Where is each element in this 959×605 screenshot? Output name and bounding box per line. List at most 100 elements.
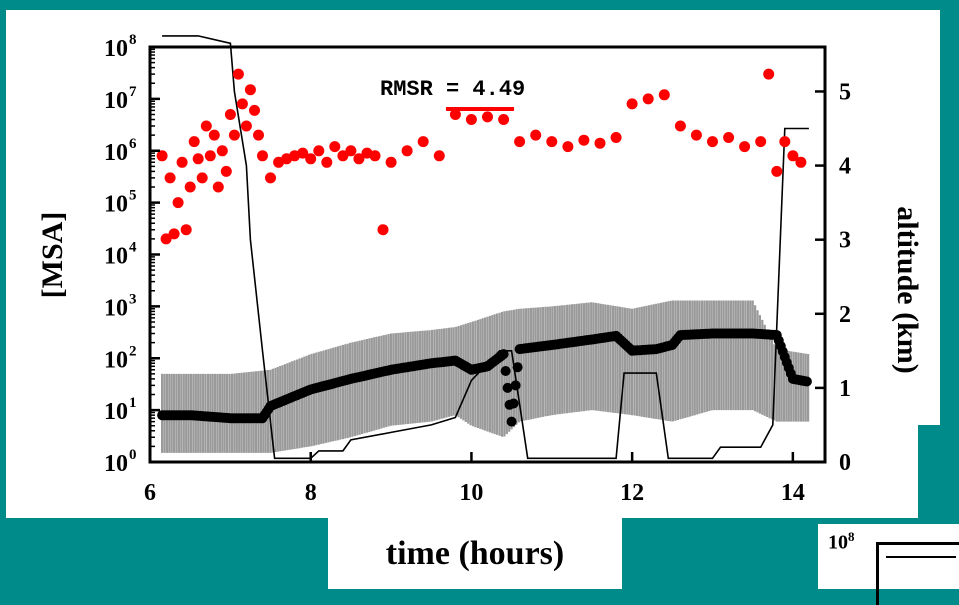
modeled-msa-point <box>801 376 812 387</box>
observed-msa-point <box>353 153 365 165</box>
inset-y-tick-exp: 8 <box>848 529 855 544</box>
observed-msa-point <box>216 145 228 157</box>
observed-msa-point <box>265 172 276 184</box>
y-left-tick-label: 10 <box>104 192 128 218</box>
observed-msa-point <box>514 136 526 148</box>
observed-msa-point <box>212 181 224 193</box>
observed-msa-point <box>176 156 188 168</box>
y-right-tick-label: 3 <box>839 228 851 254</box>
inset-chart-fragment: 108 <box>818 524 959 605</box>
observed-msa-point <box>707 136 718 148</box>
observed-msa-point <box>196 172 208 184</box>
observed-msa-point <box>626 98 638 110</box>
y-left-tick-exponent: 6 <box>129 136 137 152</box>
modeled-msa-point <box>498 349 509 360</box>
x-axis-label-box: time (hours) <box>328 518 622 589</box>
observed-msa-point <box>305 153 317 165</box>
inset-altitude-line <box>886 556 956 558</box>
observed-msa-point <box>172 197 184 209</box>
observed-msa-point <box>530 129 542 141</box>
y-right-tick-label: 2 <box>839 302 851 328</box>
x-tick-label: 12 <box>620 480 644 506</box>
y-left-tick-exponent: 2 <box>129 343 137 359</box>
observed-msa-point <box>204 150 216 162</box>
y-right-tick-label: 0 <box>839 450 851 476</box>
observed-msa-point <box>417 136 429 148</box>
y-left-tick-exponent: 7 <box>129 84 137 100</box>
y-left-tick-label: 10 <box>104 399 128 425</box>
y-right-tick-label: 1 <box>839 376 851 402</box>
y-left-tick-label: 10 <box>104 36 128 62</box>
observed-msa-point <box>345 145 357 157</box>
observed-msa-point <box>220 165 232 177</box>
y-left-tick-exponent: 1 <box>129 395 137 411</box>
y-right-tick-label: 4 <box>839 154 851 180</box>
y-right-tick-label: 5 <box>839 79 851 105</box>
x-axis-label: time (hours) <box>385 534 565 572</box>
observed-msa-point <box>232 68 244 80</box>
x-tick-label: 10 <box>459 480 483 506</box>
y-axis-right-label: altitude (km) <box>891 206 924 374</box>
y-left-tick-label: 10 <box>104 451 128 477</box>
panel-right-strip <box>918 10 940 425</box>
observed-msa-point <box>244 84 256 96</box>
observed-msa-point <box>249 104 260 116</box>
y-left-tick-label: 10 <box>104 244 128 270</box>
observed-msa-point <box>755 136 767 148</box>
observed-msa-point <box>253 129 264 141</box>
modeled-msa-point <box>502 382 513 393</box>
modeled-msa-series <box>157 328 812 427</box>
observed-msa-point <box>208 129 220 141</box>
observed-msa-series <box>156 68 807 245</box>
observed-msa-point <box>482 111 493 123</box>
observed-msa-point <box>546 136 558 148</box>
altitude-line-series <box>162 35 809 460</box>
y-axis-left-label: [MSA] <box>36 212 69 299</box>
observed-msa-point <box>224 109 236 120</box>
observed-msa-point <box>562 141 574 153</box>
modeled-msa-point <box>506 416 517 427</box>
observed-msa-point <box>401 145 413 157</box>
observed-msa-point <box>200 120 212 132</box>
observed-msa-point <box>498 114 510 125</box>
y-left-tick-exponent: 0 <box>129 447 137 463</box>
modeled-msa-point <box>500 366 511 376</box>
observed-msa-point <box>594 137 606 149</box>
observed-msa-point <box>610 132 622 143</box>
x-tick-label: 14 <box>781 480 805 506</box>
observed-msa-point <box>164 172 176 184</box>
y-left-tick-label: 10 <box>104 140 128 166</box>
observed-msa-point <box>763 68 775 80</box>
inset-y-tick-label: 108 <box>828 529 855 555</box>
y-left-tick-exponent: 5 <box>129 188 137 204</box>
observed-msa-point <box>297 147 309 159</box>
y-left-tick-label: 10 <box>104 295 128 321</box>
observed-msa-point <box>257 150 268 162</box>
modeled-msa-point <box>512 362 523 373</box>
observed-msa-point <box>690 129 702 141</box>
observed-msa-point <box>658 89 670 101</box>
rmsr-annotation: RMSR = 4.49 <box>380 77 525 102</box>
y-left-tick-exponent: 3 <box>129 291 137 307</box>
observed-msa-point <box>160 233 172 245</box>
observed-msa-point <box>795 156 807 168</box>
observed-msa-point <box>377 224 389 236</box>
observed-msa-point <box>184 181 196 193</box>
observed-msa-point <box>779 136 791 148</box>
observed-msa-point <box>642 93 654 105</box>
observed-msa-point <box>240 120 252 132</box>
modeled-msa-point <box>510 380 521 391</box>
uncertainty-band <box>161 300 810 453</box>
chart-panel <box>6 10 918 518</box>
observed-msa-point <box>337 150 349 162</box>
observed-msa-point <box>385 156 397 168</box>
observed-msa-point <box>369 150 381 162</box>
observed-msa-point <box>771 165 783 177</box>
observed-msa-point <box>313 145 325 157</box>
inset-y-tick-base: 10 <box>828 531 848 554</box>
y-left-tick-label: 10 <box>104 347 128 373</box>
y-left-tick-label: 10 <box>104 88 128 114</box>
altitude-line <box>162 35 809 460</box>
observed-msa-point <box>723 132 735 143</box>
observed-msa-point <box>188 136 200 148</box>
